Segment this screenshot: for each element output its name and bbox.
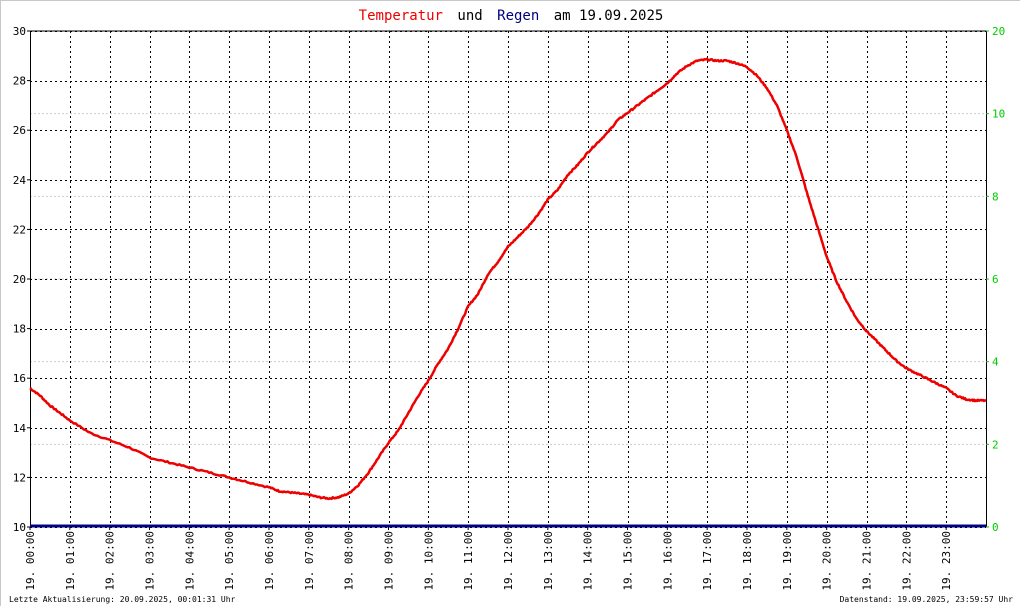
footer-data-status: Datenstand: 19.09.2025, 23:59:57 Uhr [840,595,1014,604]
x-tick-label: 19. 18:00 [741,531,754,591]
x-tick-label: 19. 22:00 [900,531,913,591]
y-tick-label-left: 22 [13,223,26,236]
x-tick-label: 19. 21:00 [861,531,874,591]
y-tick-label-left: 16 [13,372,26,385]
series [29,57,987,528]
y-tick-label-right: 10 [992,108,1005,121]
x-tick-label: 19. 23:00 [940,531,953,591]
x-tick-label: 19. 09:00 [383,531,396,591]
y-tick-label-left: 10 [13,521,26,534]
x-tick-label: 19. 03:00 [144,531,157,591]
y-tick-label-left: 30 [13,25,26,38]
x-tick-label: 19. 14:00 [582,531,595,591]
chart-title: Temperatur und Regen am 19.09.2025 [359,8,664,24]
x-tick-label: 19. 04:00 [183,531,196,591]
y-tick-label-right: 6 [992,273,999,286]
y-tick-label-left: 26 [13,124,26,137]
x-tick-label: 19. 08:00 [343,531,356,591]
y-tick-label-left: 24 [13,174,27,187]
y-tick-label-left: 20 [13,273,26,286]
x-tick-label: 19. 15:00 [622,531,635,591]
y-tick-label-right: 4 [992,356,999,369]
title-date: am 19.09.2025 [554,8,664,24]
x-tick-label: 19. 06:00 [263,531,276,591]
y-tick-label-right: 20 [992,25,1005,38]
x-tick-label: 19. 16:00 [661,531,674,591]
y-tick-label-right: 0 [992,521,999,534]
x-tick-label: 19. 01:00 [64,531,77,591]
y-tick-label-left: 18 [13,323,26,336]
title-temperature: Temperatur [359,8,443,24]
title-rain: Regen [497,8,539,24]
grid [30,30,986,528]
x-tick-label: 19. 00:00 [24,531,37,591]
x-tick-label: 19. 12:00 [502,531,515,591]
x-tick-label: 19. 13:00 [542,531,555,591]
y-tick-label-right: 2 [992,438,999,451]
y-tick-label-left: 14 [13,422,27,435]
x-tick-label: 19. 20:00 [821,531,834,591]
temperature-line [29,57,987,501]
x-tick-label: 19. 07:00 [303,531,316,591]
title-and: und [457,8,482,24]
x-tick-label: 19. 02:00 [104,531,117,591]
x-tick-label: 19. 11:00 [462,531,475,591]
x-tick-label: 19. 19:00 [781,531,794,591]
y-tick-label-left: 12 [13,471,26,484]
x-tick-label: 19. 05:00 [223,531,236,591]
footer-last-update: Letzte Aktualisierung: 20.09.2025, 00:01… [9,595,236,604]
x-tick-label: 19. 17:00 [701,531,714,591]
x-tick-label: 19. 10:00 [422,531,435,591]
y-tick-label-right: 8 [992,190,999,203]
y-tick-label-left: 28 [13,75,26,88]
